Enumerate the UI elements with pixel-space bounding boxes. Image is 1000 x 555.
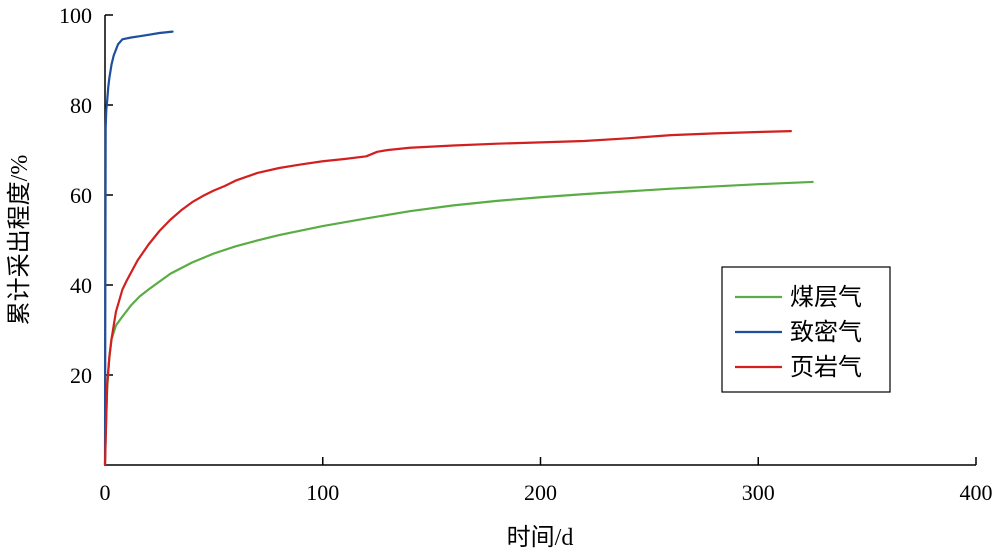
x-tick-label: 200 xyxy=(524,480,557,505)
series-line-0 xyxy=(103,180,814,467)
axes xyxy=(104,15,976,466)
y-tick-label: 100 xyxy=(59,3,92,28)
series-group xyxy=(103,30,814,467)
legend-label: 煤层气 xyxy=(790,284,862,311)
y-axis-label: 累计采出程度/% xyxy=(6,155,33,326)
y-tick-label: 80 xyxy=(70,93,92,118)
x-axis-label: 时间/d xyxy=(507,524,574,551)
y-tick-label: 40 xyxy=(70,273,92,298)
series-line-1 xyxy=(103,30,174,467)
x-tick-label: 300 xyxy=(742,480,775,505)
legend-box xyxy=(721,266,891,393)
x-tick-label: 100 xyxy=(306,480,339,505)
x-tick-label: 400 xyxy=(960,480,993,505)
y-tick-label: 20 xyxy=(70,363,92,388)
series-line-2 xyxy=(103,130,793,467)
legend-label: 致密气 xyxy=(790,319,862,346)
legend-label: 页岩气 xyxy=(790,354,862,381)
y-tick-label: 60 xyxy=(70,183,92,208)
x-tick-label: 0 xyxy=(100,480,111,505)
ticks: 0 100 200 300 400 20 40 60 80 100 xyxy=(59,3,993,505)
